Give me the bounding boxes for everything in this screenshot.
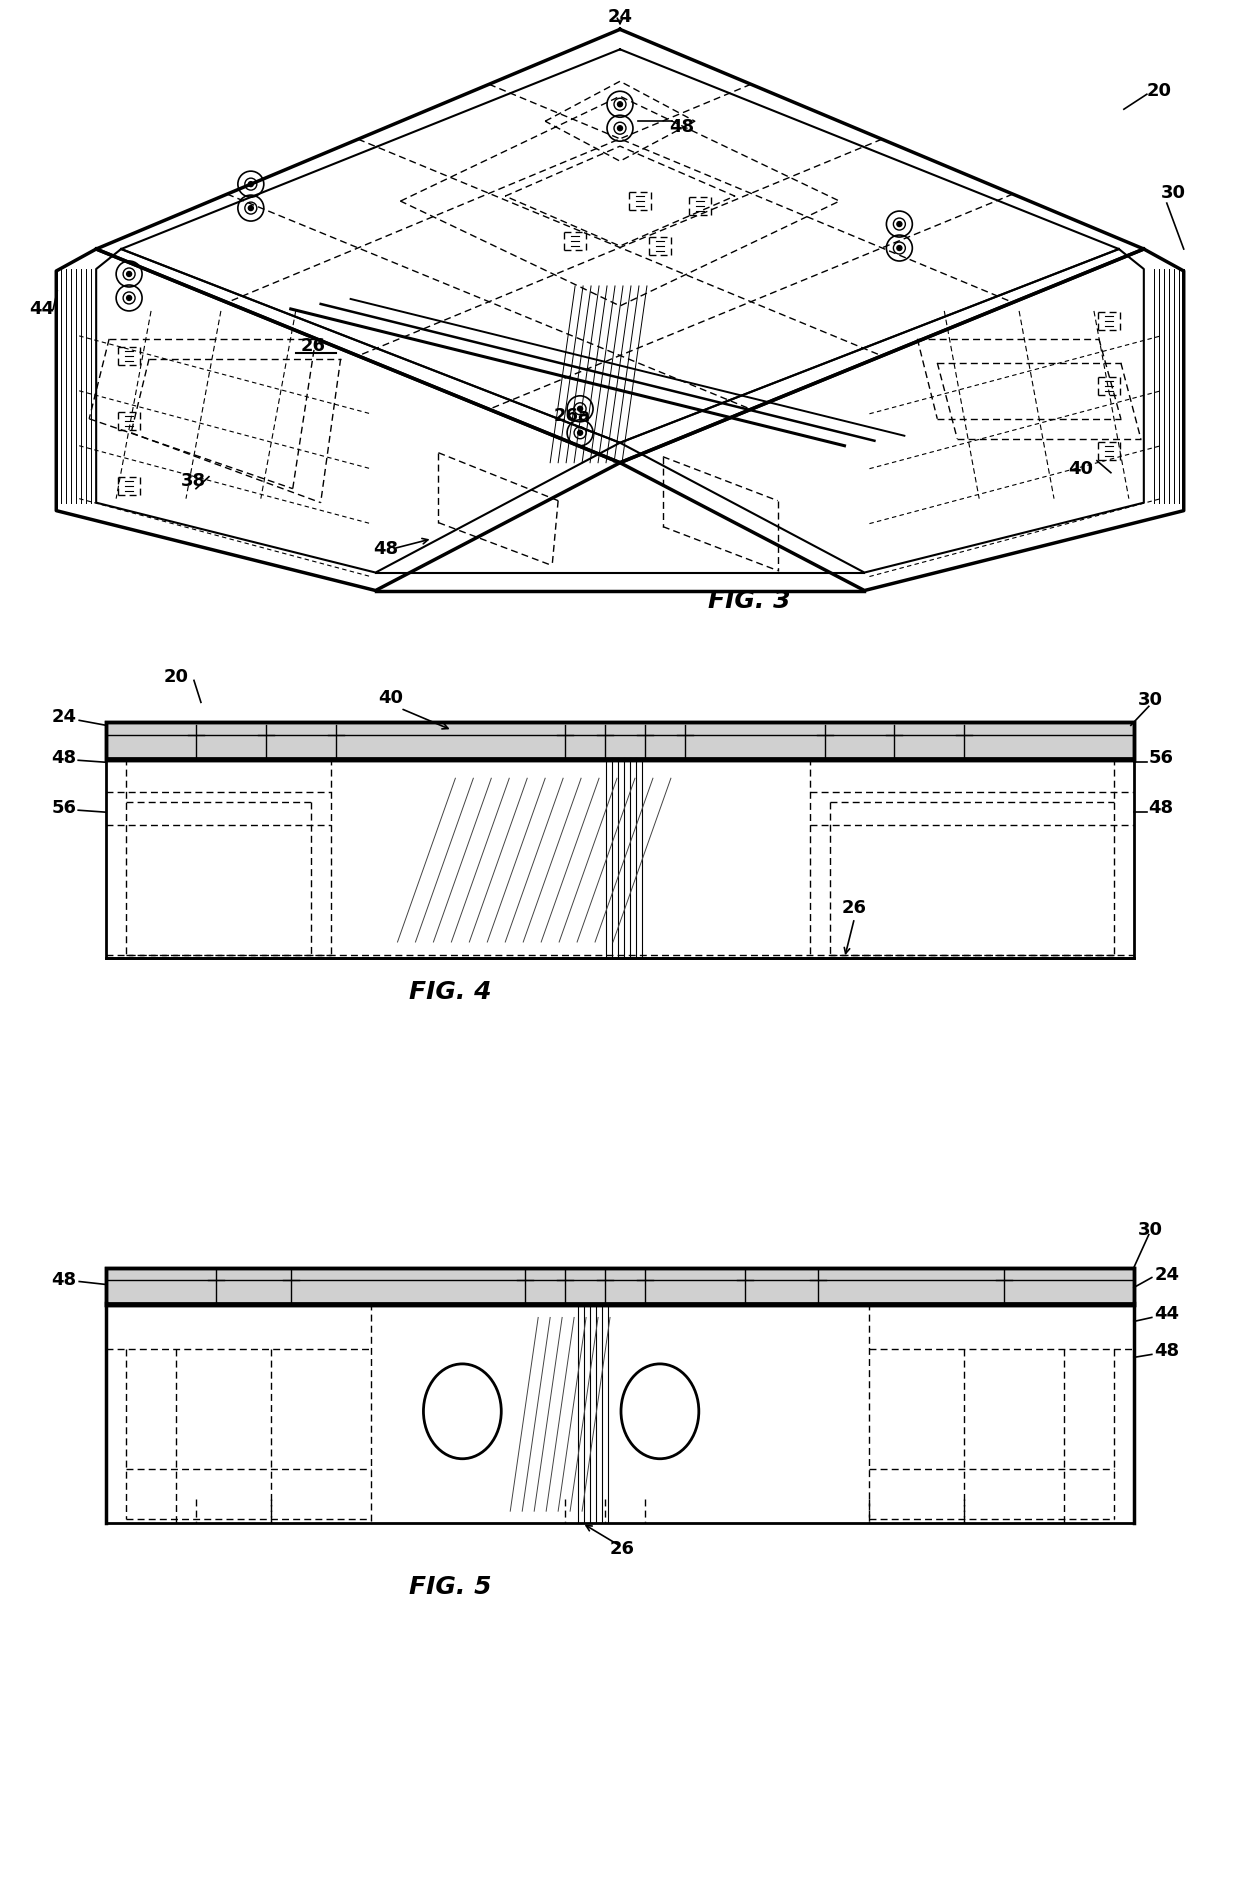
Text: 56: 56 xyxy=(1148,750,1173,767)
Text: 26: 26 xyxy=(842,899,867,916)
Text: 44: 44 xyxy=(29,299,53,318)
Text: 56: 56 xyxy=(52,799,77,818)
Ellipse shape xyxy=(423,1363,501,1460)
Text: 26: 26 xyxy=(610,1541,635,1558)
Text: 26a: 26a xyxy=(553,407,590,424)
Text: 38: 38 xyxy=(180,471,206,490)
Circle shape xyxy=(897,246,901,250)
Text: 48: 48 xyxy=(670,117,694,136)
Text: 48: 48 xyxy=(52,1270,77,1289)
Text: 44: 44 xyxy=(1154,1306,1179,1323)
Circle shape xyxy=(126,271,131,276)
Text: 48: 48 xyxy=(1148,799,1173,818)
Text: FIG. 5: FIG. 5 xyxy=(409,1575,491,1600)
Circle shape xyxy=(897,221,901,227)
Circle shape xyxy=(578,407,583,411)
Text: 24: 24 xyxy=(1154,1266,1179,1283)
Text: 40: 40 xyxy=(378,689,403,708)
Text: 30: 30 xyxy=(1138,691,1163,710)
Text: 24: 24 xyxy=(608,8,632,27)
Ellipse shape xyxy=(621,1363,699,1460)
Text: 40: 40 xyxy=(1069,460,1094,477)
Circle shape xyxy=(248,182,253,187)
Text: 24: 24 xyxy=(52,708,77,727)
Text: 30: 30 xyxy=(1138,1221,1163,1238)
Text: 48: 48 xyxy=(373,540,398,558)
Text: FIG. 4: FIG. 4 xyxy=(409,981,491,1003)
Text: 48: 48 xyxy=(1154,1342,1179,1361)
Text: 20: 20 xyxy=(164,668,188,687)
Text: 48: 48 xyxy=(52,750,77,767)
Circle shape xyxy=(578,430,583,435)
Text: FIG. 3: FIG. 3 xyxy=(708,589,791,613)
Circle shape xyxy=(126,295,131,301)
Circle shape xyxy=(248,206,253,210)
Text: 20: 20 xyxy=(1146,81,1172,100)
FancyBboxPatch shape xyxy=(107,1268,1133,1306)
Text: 26: 26 xyxy=(300,337,325,354)
Text: 30: 30 xyxy=(1161,184,1187,203)
Circle shape xyxy=(618,125,622,131)
FancyBboxPatch shape xyxy=(107,723,1133,761)
Circle shape xyxy=(618,102,622,106)
